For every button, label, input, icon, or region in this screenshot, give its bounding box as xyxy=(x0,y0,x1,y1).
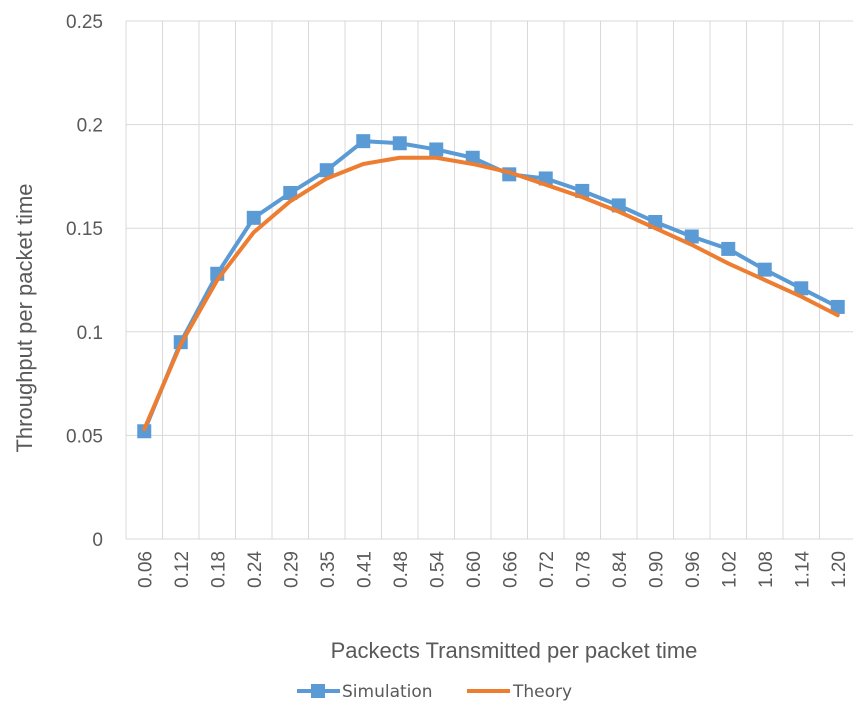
x-tick-label: 0.24 xyxy=(245,551,266,588)
x-tick-label: 0.41 xyxy=(354,551,375,588)
x-tick-label: 0.66 xyxy=(500,551,521,588)
x-tick-label: 0.29 xyxy=(281,551,302,588)
x-tick-label: 0.18 xyxy=(208,551,229,588)
y-tick-label: 0.05 xyxy=(66,426,103,447)
legend-marker xyxy=(311,684,325,698)
data-point-simulation xyxy=(794,281,809,296)
x-tick-label: 0.96 xyxy=(683,551,704,588)
data-point-simulation xyxy=(283,185,298,200)
data-point-simulation xyxy=(684,229,699,244)
y-tick-label: 0.25 xyxy=(66,12,103,33)
data-point-simulation xyxy=(721,241,736,256)
data-point-simulation xyxy=(465,150,480,165)
data-point-simulation xyxy=(319,163,334,178)
x-tick-label: 1.20 xyxy=(829,551,850,588)
data-point-simulation xyxy=(246,210,261,225)
x-tick-label: 0.72 xyxy=(537,551,558,588)
x-tick-label: 1.08 xyxy=(756,551,777,588)
x-tick-label: 0.78 xyxy=(573,551,594,588)
y-tick-label: 0.15 xyxy=(66,219,103,240)
grid-lines xyxy=(125,20,853,540)
data-point-simulation xyxy=(757,262,772,277)
x-tick-label: 0.54 xyxy=(427,551,448,588)
y-axis-ticks: 0 0.05 0.1 0.15 0.2 0.25 xyxy=(66,12,103,551)
x-tick-label: 0.84 xyxy=(610,551,631,588)
x-tick-label: 0.06 xyxy=(135,551,156,588)
legend-label-simulation: Simulation xyxy=(342,682,433,702)
x-tick-label: 1.14 xyxy=(792,551,813,588)
x-axis-title: Packects Transmitted per packet time xyxy=(331,638,698,663)
x-tick-label: 0.35 xyxy=(318,551,339,588)
y-axis-title: Throughput per packet time xyxy=(12,183,37,452)
series-line-theory xyxy=(142,155,840,432)
data-point-simulation xyxy=(137,424,152,439)
legend: Simulation Theory xyxy=(297,682,572,702)
x-tick-label: 1.02 xyxy=(719,551,740,588)
data-point-simulation xyxy=(356,134,371,149)
x-tick-label: 0.48 xyxy=(391,551,412,588)
x-tick-label: 0.60 xyxy=(464,551,485,588)
y-tick-label: 0.1 xyxy=(77,323,103,344)
x-axis-ticks: 0.06 0.12 0.18 0.24 0.29 0.35 0.41 0.48 0.54 0.60… xyxy=(135,551,850,588)
y-tick-label: 0 xyxy=(92,530,103,551)
x-tick-label: 0.90 xyxy=(646,551,667,588)
legend-label-theory: Theory xyxy=(512,682,572,702)
series-lines xyxy=(137,134,845,439)
x-tick-label: 0.12 xyxy=(172,551,193,588)
data-point-simulation xyxy=(830,299,845,314)
y-tick-label: 0.2 xyxy=(77,116,103,137)
data-point-simulation xyxy=(429,142,444,157)
data-point-simulation xyxy=(392,136,407,151)
